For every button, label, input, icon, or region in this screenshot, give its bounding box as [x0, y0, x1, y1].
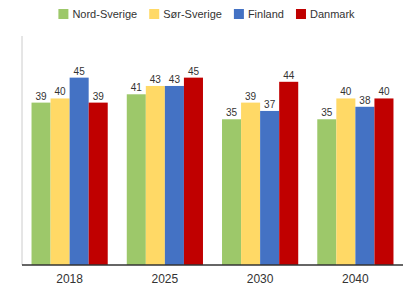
- bar: [317, 119, 336, 265]
- legend: Nord-Sverige Sør-Sverige Finland Danmark: [58, 8, 355, 20]
- data-labels: 39 41 35 35 40 43 39 40 45 43 37 38 39 45 44 40: [35, 66, 389, 119]
- data-label: 44: [283, 70, 295, 81]
- data-label: 38: [359, 95, 371, 106]
- data-label: 40: [55, 86, 67, 97]
- data-label: 40: [340, 86, 352, 97]
- legend-label: Finland: [248, 8, 284, 20]
- legend-swatch: [149, 9, 159, 19]
- data-label: 35: [226, 107, 238, 118]
- bar: [184, 78, 203, 265]
- bar: [222, 119, 241, 265]
- bar: [355, 107, 374, 265]
- legend-label: Sør-Sverige: [163, 8, 222, 20]
- x-axis-line: [22, 264, 403, 266]
- x-tick-label: 2030: [247, 272, 274, 286]
- data-label: 37: [264, 99, 276, 110]
- data-label: 40: [378, 86, 390, 97]
- bar: [165, 86, 184, 265]
- x-tick-label: 2040: [342, 272, 369, 286]
- data-label: 39: [35, 91, 47, 102]
- data-label: 39: [93, 91, 105, 102]
- x-tick-label: 2025: [152, 272, 179, 286]
- data-label: 35: [321, 107, 333, 118]
- bar: [51, 98, 70, 265]
- chart: 39 41 35 35 40 43 39 40 45 43 37 38 39 45 44 40 2018 2025…: [0, 0, 413, 295]
- bar: [260, 111, 279, 265]
- data-label: 45: [74, 66, 86, 77]
- bar: [336, 98, 355, 265]
- legend-label: Danmark: [310, 8, 355, 20]
- data-label: 43: [169, 74, 181, 85]
- y-axis-line: [22, 36, 23, 265]
- data-label: 43: [150, 74, 162, 85]
- bar: [70, 78, 89, 265]
- bar: [146, 86, 165, 265]
- bar: [89, 103, 108, 265]
- legend-swatch: [296, 9, 306, 19]
- legend-swatch: [234, 9, 244, 19]
- data-label: 41: [131, 82, 143, 93]
- bar: [127, 94, 146, 265]
- data-label: 39: [245, 91, 257, 102]
- bar: [32, 103, 51, 265]
- bar: [279, 82, 298, 265]
- x-tick-label: 2018: [56, 272, 83, 286]
- data-label: 45: [188, 66, 200, 77]
- legend-swatch: [58, 9, 68, 19]
- bar: [241, 103, 260, 265]
- bar: [374, 98, 393, 265]
- bars: [32, 78, 394, 265]
- legend-label: Nord-Sverige: [72, 8, 137, 20]
